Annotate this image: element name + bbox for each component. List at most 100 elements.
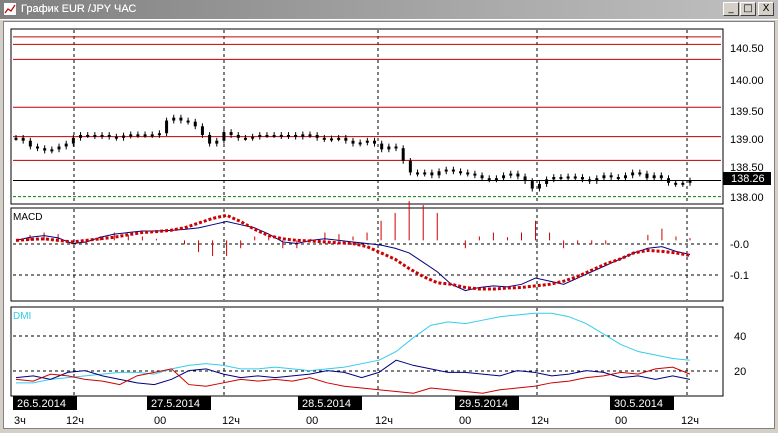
macd-panel-frame (10, 207, 724, 302)
price-bar-body (380, 143, 384, 150)
dmi-minus-line (15, 366, 691, 394)
date-label: 30.5.2014 (614, 398, 663, 410)
date-label: 28.5.2014 (302, 398, 351, 410)
hour-label: 00 (306, 415, 318, 427)
price-bar-body (623, 175, 627, 179)
price-bar-body (129, 134, 133, 137)
macd-title: MACD (13, 212, 42, 223)
hour-label: 12ч (681, 415, 699, 427)
macd-layer (15, 201, 691, 292)
price-bar-body (480, 175, 484, 179)
date-label-box (455, 396, 519, 410)
price-bar-body (652, 175, 656, 179)
date-label-box (13, 396, 77, 410)
price-bar-body (688, 180, 692, 183)
chart-canvas[interactable]: 140.50 140.00 139.50 139.00 138.50 138.2… (4, 22, 774, 428)
title-bar[interactable]: График EUR /JPY ЧАС _ □ X (0, 0, 778, 20)
price-tick: 138.00 (730, 192, 764, 204)
date-label: 29.5.2014 (459, 398, 508, 410)
dmi-layer (15, 312, 691, 394)
price-bar-body (222, 132, 226, 141)
price-bar-body (286, 134, 290, 137)
price-bar-body (93, 134, 97, 137)
price-bar-body (86, 134, 90, 137)
price-bar-body (272, 134, 276, 137)
chart-area[interactable]: 140.50 140.00 139.50 139.00 138.50 138.2… (3, 21, 775, 429)
price-bar-body (57, 146, 61, 150)
hour-label: 12ч (222, 415, 240, 427)
price-levels (13, 36, 721, 198)
price-bar-body (315, 134, 319, 138)
price-bars (14, 114, 692, 192)
macd-tick: -0.1 (730, 270, 749, 282)
price-bar-body (322, 137, 326, 140)
price-bar-body (365, 140, 369, 143)
price-bar-body (638, 172, 642, 175)
price-bar-body (79, 134, 83, 138)
price-bar-body (516, 173, 520, 177)
price-bar-body (659, 175, 663, 179)
hour-label: 12ч (375, 415, 393, 427)
price-bar-body (229, 132, 233, 135)
price-bar-body (494, 178, 498, 181)
price-bar-body (559, 177, 563, 180)
price-bar-body (444, 169, 448, 172)
price-bar-body (631, 172, 635, 176)
price-bar-body (523, 176, 527, 182)
price-bar-body (28, 140, 32, 147)
price-bar-body (150, 134, 154, 137)
close-button[interactable]: X (758, 2, 774, 16)
price-bar-body (437, 171, 441, 176)
date-label: 26.5.2014 (17, 398, 66, 410)
price-bar-body (329, 138, 333, 141)
price-bar-body (423, 172, 427, 175)
price-tick: 140.00 (730, 75, 764, 87)
price-bar-body (114, 136, 118, 139)
hour-label: 00 (615, 415, 627, 427)
current-price-label: 138.26 (731, 173, 765, 185)
price-bar-body (502, 175, 506, 179)
hour-label: 00 (459, 415, 471, 427)
price-bar-body (71, 137, 75, 144)
price-bar-body (136, 134, 140, 137)
price-tick: 139.00 (730, 134, 764, 146)
dmi-plus-line (15, 359, 691, 386)
minimize-button[interactable]: _ (723, 2, 739, 16)
price-bar-body (609, 175, 613, 178)
macd-tick: -0.0 (730, 239, 749, 251)
maximize-button[interactable]: □ (740, 2, 756, 16)
price-bar-body (509, 173, 513, 176)
price-bar-body (580, 177, 584, 180)
price-bar-body (265, 134, 269, 137)
price-bar-body (451, 169, 455, 172)
price-bar-body (165, 120, 169, 134)
price-bar-body (64, 143, 68, 147)
date-label-box (610, 396, 674, 410)
dmi-tick: 40 (734, 331, 746, 343)
dmi-title: DMI (13, 311, 31, 322)
price-bar-body (674, 182, 678, 185)
price-bar-body (358, 142, 362, 145)
price-bar-body (408, 160, 412, 173)
price-bar-body (566, 176, 570, 179)
price-bar-body (602, 175, 606, 179)
price-bar-body (107, 134, 111, 137)
price-tick: 140.50 (730, 43, 764, 55)
current-price-box (723, 172, 771, 185)
price-bar-body (208, 134, 212, 144)
price-tick: 138.50 (730, 162, 764, 174)
price-bar-body (21, 137, 25, 141)
price-bar-body (616, 177, 620, 180)
price-bar-body (552, 177, 556, 180)
macd-signal-line (15, 213, 691, 291)
chart-app-icon (3, 2, 17, 16)
hour-label: 12ч (531, 415, 549, 427)
price-bar-body (466, 172, 470, 175)
price-bar-body (394, 146, 398, 149)
price-bar-body (473, 173, 477, 176)
price-bar-body (373, 140, 377, 144)
price-panel-frame (10, 28, 724, 205)
price-bar-body (294, 134, 298, 137)
hour-label: 00 (154, 415, 166, 427)
price-bar-body (344, 137, 348, 141)
